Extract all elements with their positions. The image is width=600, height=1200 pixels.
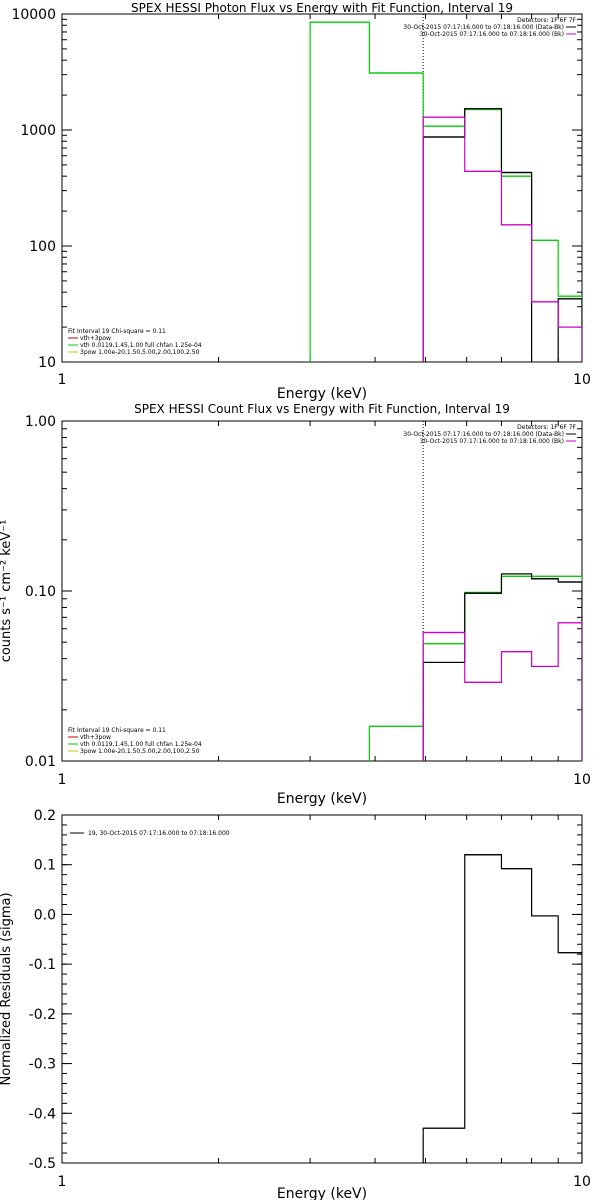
y-tick-label: -0.3	[29, 1057, 56, 1073]
y-tick-label: -0.1	[29, 957, 56, 973]
legend-right-entry: 30-Oct-2015 07:17:16.000 to 07:18:16.000…	[403, 24, 564, 31]
legend-left-entry: 3pow 1.00e-20,1.50,5.00,2.00,100,2.50	[80, 748, 200, 755]
legend-right-entry: Detectors: 1F 6F 7F	[517, 17, 576, 24]
y-tick-label: -0.4	[29, 1106, 56, 1122]
x-tick-label: 10	[573, 772, 591, 788]
series-group	[422, 854, 582, 1163]
legend-left-entry: vth+3pow	[80, 734, 111, 741]
plot-frame	[61, 814, 583, 1164]
y-axis-label: Normalized Residuals (sigma)	[0, 892, 14, 1085]
plot-frame	[61, 13, 583, 363]
x-tick-label: 1	[58, 1174, 67, 1190]
x-axis-label: Energy (keV)	[277, 386, 367, 402]
legend-right-entry: 30-Oct-2015 07:17:16.000 to 07:18:16.000…	[403, 431, 564, 438]
series-group	[368, 573, 582, 761]
legend-left-entry: Fit Interval 19 Chi-square = 0.11	[68, 328, 166, 335]
legend-left-entry: vth 0.0119,1.45,1.00 full chfan 1.25e-04	[80, 741, 202, 748]
y-tick-label: -0.5	[29, 1156, 56, 1172]
x-axis-label: Energy (keV)	[277, 791, 367, 807]
x-tick-label: 1	[58, 772, 67, 788]
legend-entry: 19, 30-Oct-2015 07:17:16.000 to 07:18:16…	[88, 830, 230, 837]
legend-right-entry: 30-Oct-2015 07:17:16.000 to 07:18:16.000…	[420, 438, 564, 445]
chart-title: SPEX HESSI Photon Flux vs Energy with Fi…	[131, 1, 513, 15]
chart-title: SPEX HESSI Count Flux vs Energy with Fit…	[134, 402, 510, 416]
series-line-2	[422, 573, 582, 761]
legend-right-entry: 30-Oct-2015 07:17:16.000 to 07:18:16.000…	[420, 31, 564, 38]
legend-right-entry: Detectors: 1F 6F 7F	[517, 424, 576, 431]
series-line-1	[368, 575, 582, 761]
y-tick-label: 10	[38, 355, 56, 371]
y-tick-label: 10000	[11, 7, 56, 23]
y-tick-label: 0.0	[34, 907, 56, 923]
y-tick-label: 0.1	[34, 858, 56, 874]
legend-left-entry: vth+3pow	[80, 335, 111, 342]
chart-panel-1: SPEX HESSI Photon Flux vs Energy with Fi…	[11, 1, 590, 402]
x-tick-label: 1	[58, 372, 67, 388]
x-axis-label: Energy (keV)	[277, 1186, 367, 1200]
series-line-1	[422, 854, 582, 1163]
series-line-1	[309, 21, 582, 362]
y-tick-label: 0.01	[25, 754, 56, 770]
y-tick-label: 1000	[20, 123, 56, 139]
y-tick-label: 0.10	[25, 584, 56, 600]
y-tick-label: 1.00	[25, 414, 56, 430]
y-axis-label: counts s⁻¹ cm⁻² keV⁻¹	[0, 520, 14, 663]
legend-left-entry: Fit Interval 19 Chi-square = 0.11	[68, 727, 166, 734]
chart-panel-3: 1 10 0.2 0.1 0.0 -0.1 -0.2 -0.3 -0.4 -0.5 Energy (…	[0, 808, 591, 1200]
y-tick-label: 0.2	[34, 808, 56, 824]
plot-frame	[61, 420, 583, 762]
x-tick-label: 10	[573, 372, 591, 388]
chart-panel-2: SPEX HESSI Count Flux vs Energy with Fit…	[0, 402, 591, 807]
series-group	[309, 21, 582, 362]
y-tick-label: 100	[29, 239, 56, 255]
legend-left-entry: vth 0.0119,1.45,1.00 full chfan 1.25e-04	[80, 342, 202, 349]
x-tick-label: 10	[573, 1174, 591, 1190]
y-tick-label: -0.2	[29, 1007, 56, 1023]
legend-left-entry: 3pow 1.00e-20,1.50,5.00,2.00,100,2.50	[80, 349, 200, 356]
